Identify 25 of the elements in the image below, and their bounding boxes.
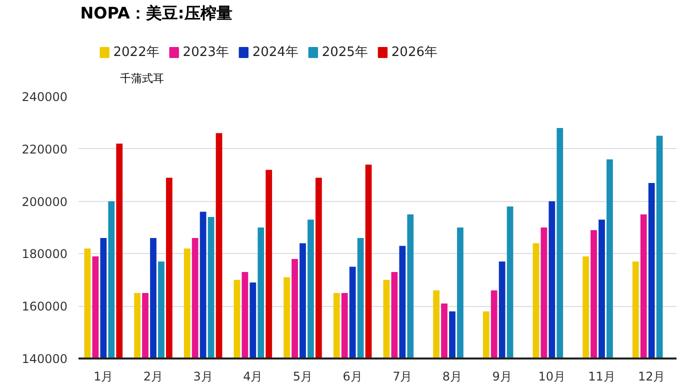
x-tick-label: 10月 [538, 370, 566, 384]
x-tick-label: 1月 [94, 370, 114, 384]
x-tick-label: 6月 [342, 370, 362, 384]
legend-label: 2025年 [322, 45, 368, 60]
x-tick-label: 5月 [292, 370, 313, 384]
legend-label: 2024年 [252, 45, 298, 60]
legend-label: 2026年 [391, 45, 438, 60]
chart-title: NOPA：美豆:压榨量 [80, 4, 232, 22]
x-tick-label: 7月 [392, 370, 412, 384]
legend-label: 2022年 [113, 45, 160, 60]
y-tick-label: 140000 [22, 352, 68, 366]
y-tick-label: 240000 [22, 90, 68, 104]
y-tick-label: 220000 [22, 142, 68, 156]
y-axis-title: 千蒲式耳 [120, 72, 164, 85]
x-tick-label: 9月 [492, 370, 512, 384]
y-tick-label: 180000 [22, 247, 68, 262]
x-tick-label: 11月 [588, 370, 616, 384]
x-tick-label: 8月 [442, 370, 462, 384]
x-tick-label: 12月 [638, 370, 666, 384]
x-tick-label: 4月 [243, 370, 263, 384]
y-tick-label: 160000 [22, 300, 68, 314]
x-tick-label: 2月 [143, 370, 164, 384]
y-tick-label: 200000 [22, 194, 68, 209]
legend-label: 2023年 [182, 45, 229, 60]
x-tick-label: 3月 [193, 370, 213, 384]
